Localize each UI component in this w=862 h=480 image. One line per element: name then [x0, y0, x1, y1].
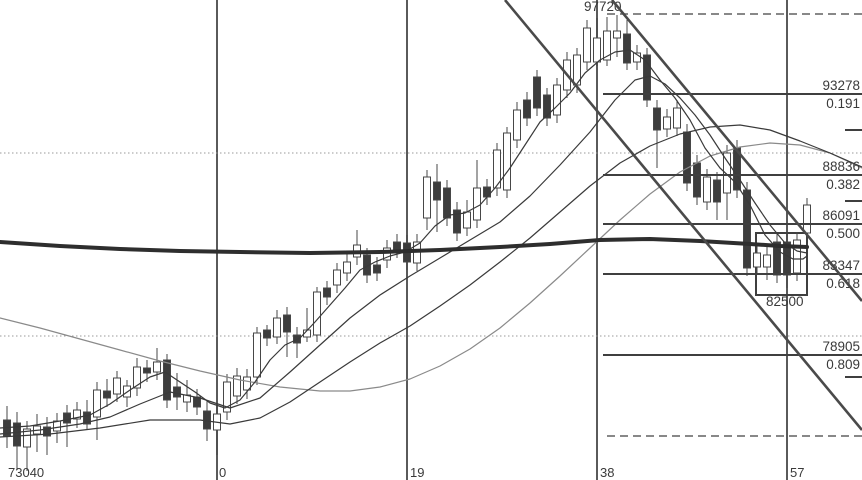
candle-down [533, 76, 541, 109]
candle-up [153, 361, 161, 373]
candle-up [23, 428, 31, 448]
candle-down [43, 426, 51, 437]
ma-thick-flat [0, 237, 809, 255]
candle-up [133, 366, 141, 389]
candle-up [473, 187, 481, 221]
x-axis-label: 38 [600, 465, 614, 480]
fib-ratio-label: 0.191 [826, 96, 860, 111]
fib-price-label: 86091 [822, 208, 860, 223]
candle-up [603, 30, 611, 61]
candle-up [243, 376, 251, 391]
candle-down [373, 264, 381, 274]
candle-up [113, 377, 121, 395]
candle-up [253, 332, 261, 378]
x-axis-label: 19 [410, 465, 424, 480]
candle-up [73, 409, 81, 420]
candle-up [703, 176, 711, 203]
candle-down [483, 186, 491, 198]
ma-fast [0, 49, 808, 429]
candle-up [763, 254, 771, 268]
candle-up [663, 116, 671, 130]
candle-down [283, 314, 291, 333]
candle-up [343, 261, 351, 274]
candle-down [453, 209, 461, 234]
x-axis-label: 73040 [8, 465, 44, 480]
candle-down [623, 33, 631, 64]
candle-up [93, 389, 101, 418]
candle-down [263, 329, 271, 339]
candle-down [543, 94, 551, 119]
ma-slow-light [0, 142, 862, 392]
fib-ratio-label: 0.809 [826, 357, 860, 372]
candle-up [383, 247, 391, 261]
candle-down [653, 107, 661, 131]
candle-up [753, 252, 761, 268]
candle-down [433, 181, 441, 201]
fib-price-label: 97720 [584, 0, 622, 14]
candle-down [63, 412, 71, 424]
candle-up [803, 204, 811, 234]
candle-up [493, 149, 501, 189]
trend-channel-line [610, 0, 862, 302]
fib-price-label: 93278 [822, 78, 860, 93]
candle-down [443, 187, 451, 219]
candle-down [143, 367, 151, 374]
candle-down [693, 162, 701, 198]
candle-down [173, 386, 181, 398]
candle-up [273, 317, 281, 338]
candle-down [103, 390, 111, 399]
fib-price-label: 78905 [822, 339, 860, 354]
candle-down [203, 410, 211, 430]
trend-channel-line [503, 0, 862, 431]
fib-price-label: 88836 [822, 159, 860, 174]
candle-down [163, 359, 171, 401]
candle-up [673, 107, 681, 129]
fib-ratio-label: 0.382 [826, 177, 860, 192]
candle-down [13, 422, 21, 447]
candle-up [613, 30, 621, 39]
candle-down [323, 287, 331, 298]
candle-down [523, 99, 531, 119]
candle-up [503, 132, 511, 191]
candle-up [313, 291, 321, 336]
candle-down [713, 179, 721, 203]
candle-down [393, 241, 401, 251]
candle-up [233, 375, 241, 397]
candle-up [463, 211, 471, 229]
x-axis-label: 57 [790, 465, 804, 480]
candle-up [223, 381, 231, 413]
fib-price-label: 83347 [822, 258, 860, 273]
candle-down [83, 411, 91, 425]
candle-up [423, 176, 431, 219]
ma-slow [0, 124, 862, 438]
fib-ratio-label: 0.500 [826, 226, 860, 241]
candle-up [333, 269, 341, 286]
candle-up [723, 152, 731, 194]
candle-up [513, 109, 521, 141]
ma-medium [0, 75, 808, 435]
candle-up [583, 27, 591, 63]
x-axis-label: 0 [219, 465, 226, 480]
candle-down [743, 189, 751, 269]
candle-up [593, 37, 601, 63]
candle-up [553, 84, 561, 116]
annotation-box-label: 82500 [766, 294, 804, 309]
